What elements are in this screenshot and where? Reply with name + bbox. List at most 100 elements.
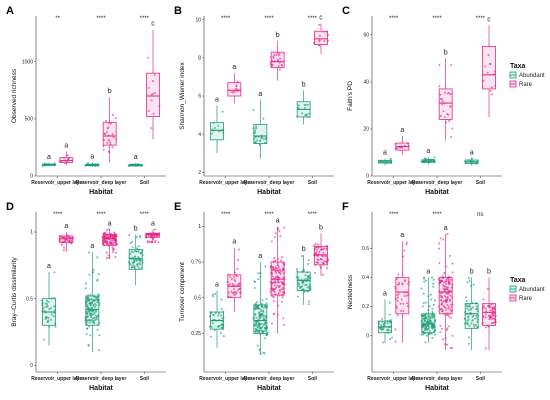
data-point <box>386 322 389 325</box>
data-point <box>231 282 234 285</box>
data-point <box>422 276 425 279</box>
group-letter: a <box>400 127 404 134</box>
data-point <box>278 68 281 71</box>
legend-label: Rare <box>519 296 533 302</box>
data-point <box>230 277 233 280</box>
data-point <box>428 330 431 333</box>
group-letter: a <box>47 154 51 161</box>
data-point <box>254 308 257 311</box>
data-point <box>428 305 431 308</box>
data-point <box>441 103 444 106</box>
data-point <box>394 328 397 331</box>
box-abundant: a <box>420 268 437 344</box>
data-point <box>297 106 300 109</box>
data-point <box>325 248 328 251</box>
data-point <box>253 280 256 283</box>
y-tick-label: 10 <box>195 18 201 24</box>
y-tick-label: 0 <box>366 174 369 180</box>
data-point <box>211 322 214 325</box>
box-abundant: a <box>378 149 393 166</box>
data-point <box>318 34 321 37</box>
data-point <box>383 321 386 324</box>
data-point <box>427 324 430 327</box>
box-abundant: a <box>252 91 268 159</box>
data-point <box>279 259 282 262</box>
y-tick-label: 0.5 <box>194 295 201 301</box>
data-point <box>92 317 95 320</box>
legend-label: Abundant <box>519 73 545 79</box>
data-point <box>446 303 449 306</box>
data-point <box>429 293 432 296</box>
data-point <box>210 325 213 328</box>
data-point <box>432 282 435 285</box>
group-letter: a <box>383 149 387 156</box>
data-point <box>134 255 137 258</box>
data-point <box>270 322 273 325</box>
data-point <box>281 256 284 259</box>
data-point <box>482 298 485 301</box>
data-point <box>467 318 470 321</box>
data-point <box>276 267 279 270</box>
data-point <box>209 335 212 338</box>
group-letter: a <box>426 148 430 155</box>
data-point <box>154 92 157 95</box>
data-point <box>406 305 409 308</box>
data-point <box>448 325 451 328</box>
data-point <box>67 158 70 161</box>
data-point <box>91 300 94 303</box>
data-point <box>88 273 91 276</box>
data-point <box>487 54 490 57</box>
data-point <box>380 324 383 327</box>
data-point <box>406 241 409 244</box>
significance-label: **** <box>432 212 442 218</box>
data-point <box>313 272 316 275</box>
data-point <box>449 300 452 303</box>
data-point <box>113 231 116 234</box>
data-point <box>53 162 56 165</box>
data-point <box>91 306 94 309</box>
data-point <box>111 251 114 254</box>
data-point <box>260 308 263 311</box>
data-point <box>274 281 277 284</box>
data-point <box>402 302 405 305</box>
data-point <box>233 288 236 291</box>
data-point <box>468 280 471 283</box>
data-point <box>492 314 495 317</box>
group-letter: c <box>319 15 323 22</box>
data-point <box>471 319 474 322</box>
data-point <box>264 324 267 327</box>
data-point <box>430 298 433 301</box>
data-point <box>491 318 494 321</box>
data-point <box>486 71 489 74</box>
x-tick-label: Reservoir_deep layer <box>244 180 295 186</box>
data-point <box>304 274 307 277</box>
data-point <box>466 307 469 310</box>
data-point <box>217 324 220 327</box>
data-point <box>274 232 277 235</box>
data-point <box>112 249 115 252</box>
box-iqr <box>102 234 117 246</box>
x-tick-label: Soil <box>140 180 150 186</box>
data-point <box>276 264 279 267</box>
data-point <box>443 272 446 275</box>
data-point <box>432 315 435 318</box>
data-point <box>113 234 116 237</box>
data-point <box>107 254 110 257</box>
data-point <box>255 301 258 304</box>
data-point <box>449 308 452 311</box>
data-point <box>63 246 66 249</box>
data-point <box>401 283 404 286</box>
box-iqr <box>128 248 143 270</box>
data-point <box>272 313 275 316</box>
data-point <box>114 117 117 120</box>
data-point <box>405 294 408 297</box>
y-tick-label: 8 <box>198 56 201 62</box>
data-point <box>53 271 56 274</box>
x-tick-label: Soil <box>476 180 486 186</box>
x-tick-label: Reservoir_upper layer <box>199 180 252 186</box>
data-point <box>85 313 88 316</box>
data-point <box>111 246 114 249</box>
data-point <box>66 154 69 157</box>
box-rare: a <box>101 220 118 259</box>
data-point <box>103 236 106 239</box>
